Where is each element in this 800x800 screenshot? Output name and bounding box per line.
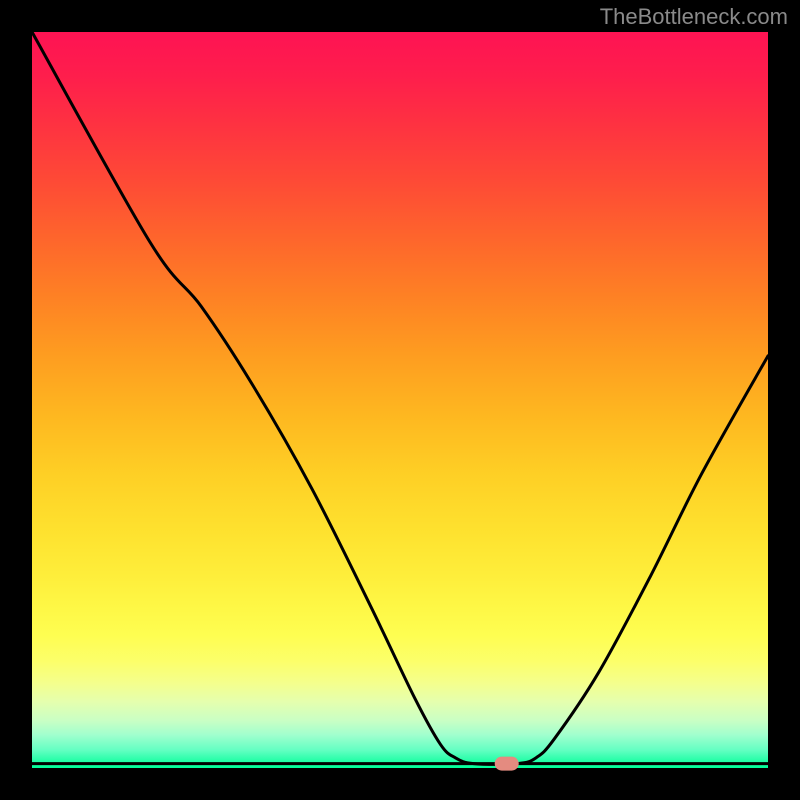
chart-frame: TheBottleneck.com	[0, 0, 800, 800]
optimum-marker	[495, 757, 519, 771]
watermark-text: TheBottleneck.com	[600, 4, 788, 30]
bottleneck-chart	[0, 0, 800, 800]
gradient-background	[32, 32, 768, 768]
